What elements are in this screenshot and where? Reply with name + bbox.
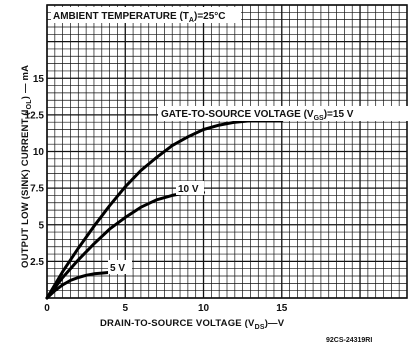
y-tick-label: 12.5 xyxy=(25,110,45,121)
chart-title: AMBIENT TEMPERATURE (TA)=25°C xyxy=(53,11,226,24)
y-tick-label: 7.5 xyxy=(30,184,44,195)
y-axis-label-tail: ) — mA xyxy=(20,65,31,99)
curve-vgs-15v xyxy=(45,119,284,300)
y-tick-label: 2.5 xyxy=(30,257,44,268)
y-axis-label: OUTPUT LOW (SINK) CURRENT (IOL) — mA xyxy=(20,65,33,268)
chart-title-sub: A xyxy=(189,17,194,24)
x-tick-label: 0 xyxy=(44,303,50,314)
y-tick-label: 15 xyxy=(33,74,45,85)
y-tick-label: 5 xyxy=(38,220,44,231)
series-label-15v-main: GATE-TO-SOURCE VOLTAGE (V xyxy=(161,109,314,120)
series-label-box-15v xyxy=(158,106,410,121)
x-axis-label-tail: )—V xyxy=(265,318,285,329)
plot-frame xyxy=(46,4,408,299)
series-label-10v: 10 V xyxy=(178,184,199,195)
series-label-15v-sub: GS xyxy=(314,115,324,122)
x-tick-label: 5 xyxy=(122,303,128,314)
series-label-box-10v xyxy=(176,181,204,195)
series-label-box-5v xyxy=(108,260,132,274)
x-axis-label-sub: DS xyxy=(255,324,265,331)
series-label-15v-tail: )=15 V xyxy=(324,109,354,120)
chart-title-main: AMBIENT TEMPERATURE (T xyxy=(53,11,189,22)
y-axis-label-main: OUTPUT LOW (SINK) CURRENT (I xyxy=(20,109,31,268)
y-axis-label-sub: OL xyxy=(26,99,33,110)
title-box xyxy=(51,7,241,23)
series-label-15v: GATE-TO-SOURCE VOLTAGE (VGS)=15 V xyxy=(161,109,354,122)
x-axis-label: DRAIN-TO-SOURCE VOLTAGE (VDS)—V xyxy=(100,318,285,331)
x-tick-label: 15 xyxy=(276,303,288,314)
x-axis-label-main: DRAIN-TO-SOURCE VOLTAGE (V xyxy=(100,318,255,329)
series-label-5v: 5 V xyxy=(110,263,125,274)
x-tick-label: 10 xyxy=(198,303,210,314)
chart-title-tail: )=25°C xyxy=(194,11,226,22)
figure-number: 92CS-24319RI xyxy=(326,337,372,344)
tick-labels: 2.5 5 7.5 10 12.5 15 0 5 10 15 xyxy=(25,74,288,314)
y-tick-label: 10 xyxy=(33,147,45,158)
